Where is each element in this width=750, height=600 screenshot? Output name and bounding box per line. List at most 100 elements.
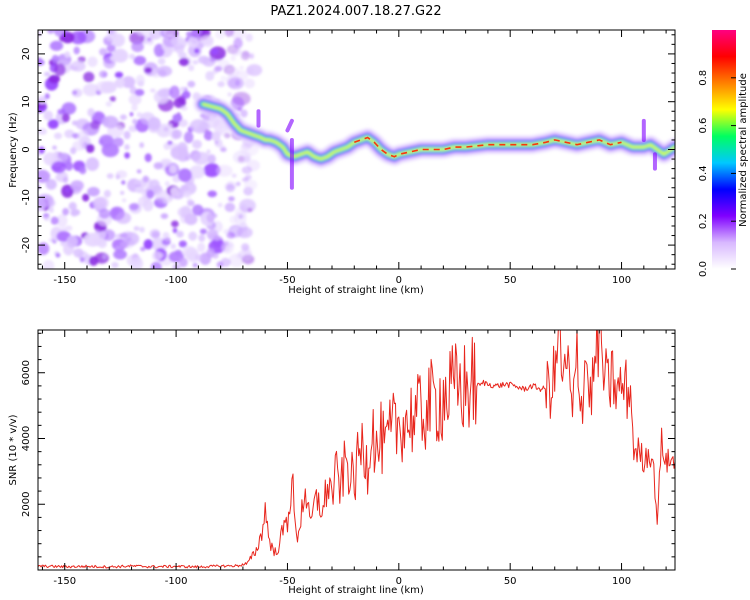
- heatmap-noise-blob: [227, 77, 245, 90]
- heatmap-noise-blob: [186, 31, 193, 37]
- heatmap-noise-blob: [220, 75, 227, 82]
- heatmap-noise-blob: [71, 120, 78, 126]
- heatmap-y-tick-label: 0: [21, 146, 32, 152]
- heatmap-noise-blob: [191, 30, 203, 37]
- heatmap-noise-blob: [64, 51, 71, 58]
- heatmap-noise-blob: [247, 207, 253, 213]
- heatmap-noise-blob: [64, 129, 75, 139]
- heatmap-noise-blob: [192, 60, 199, 65]
- heatmap-noise-blob: [170, 243, 177, 250]
- heatmap-noise-blob: [50, 216, 59, 225]
- heatmap-noise-blob: [153, 198, 164, 207]
- heatmap-noise-blob: [189, 165, 206, 179]
- heatmap-noise-blob: [121, 180, 126, 185]
- heatmap-noise-blob: [129, 112, 134, 117]
- heatmap-noise-blob: [124, 152, 130, 159]
- heatmap-noise-blob: [102, 115, 119, 129]
- heatmap-noise-blob: [200, 35, 214, 46]
- heatmap-noise-blob: [68, 202, 77, 211]
- heatmap-noise-blob: [114, 80, 121, 88]
- colorbar-tick-label: 0.2: [698, 213, 709, 229]
- heatmap-noise-blob: [221, 244, 231, 252]
- heatmap-noise-blob: [233, 37, 243, 49]
- heatmap-noise-blob: [112, 137, 124, 148]
- heatmap-y-tick-label: 10: [21, 95, 32, 108]
- heatmap-noise-blob: [170, 187, 179, 197]
- heatmap-noise-blob: [170, 35, 184, 47]
- heatmap-noise-blob: [102, 254, 107, 260]
- heatmap-noise-blob: [195, 254, 203, 262]
- heatmap-noise-blob: [241, 166, 253, 174]
- heatmap-noise-blob: [105, 101, 113, 107]
- heatmap-noise-blob: [187, 251, 199, 263]
- heatmap-noise-blob: [162, 232, 170, 239]
- heatmap-noise-blob: [106, 173, 114, 179]
- heatmap-noise-blob: [136, 112, 142, 118]
- heatmap-noise-blob: [129, 53, 136, 60]
- snr-x-tick-label: -100: [165, 576, 188, 587]
- heatmap-noise-blob: [230, 55, 236, 61]
- heatmap-noise-blob: [178, 240, 187, 248]
- heatmap-noise-blob: [45, 179, 57, 190]
- heatmap-noise-blob: [114, 233, 122, 239]
- heatmap-x-tick-label: -100: [165, 275, 188, 286]
- heatmap-noise-blob: [52, 145, 57, 150]
- heatmap-noise-blob: [146, 189, 155, 199]
- heatmap-noise-blob: [133, 226, 140, 231]
- heatmap-ridge: [193, 95, 675, 190]
- heatmap-noise-blob: [98, 208, 110, 219]
- heatmap-ridge-glow: [193, 95, 675, 169]
- heatmap-noise-blob: [178, 57, 190, 67]
- heatmap-noise-blob: [123, 130, 131, 140]
- heatmap-noise-blob: [171, 129, 183, 139]
- heatmap-x-tick-label: 50: [504, 275, 517, 286]
- heatmap-noise-blob: [192, 139, 202, 149]
- heatmap-noise-blob: [132, 118, 138, 125]
- heatmap-noise-blob: [203, 163, 221, 178]
- heatmap-noise-blob: [70, 30, 87, 45]
- heatmap-noise-blob: [249, 53, 255, 59]
- heatmap-x-axis-label: Height of straight line (km): [288, 285, 424, 296]
- heatmap-noise-blob: [240, 142, 259, 157]
- heatmap-noise-blob: [170, 145, 189, 160]
- snr-y-axis: 2000 4000 6000: [21, 332, 675, 571]
- snr-x-axis-label: Height of straight line (km): [288, 585, 424, 596]
- heatmap-noise-blob: [203, 130, 214, 141]
- heatmap-noise-blob: [142, 199, 154, 212]
- heatmap-noise-blob: [120, 114, 127, 120]
- heatmap-noise-blob: [44, 71, 51, 77]
- heatmap-noise-blob: [225, 184, 235, 193]
- figure-title: PAZ1.2024.007.18.27.G22: [270, 4, 441, 19]
- heatmap-noise-blob: [167, 140, 173, 145]
- heatmap-noise-field: [38, 30, 263, 269]
- heatmap-noise-blob: [209, 115, 215, 122]
- heatmap-noise-blob: [160, 158, 172, 167]
- heatmap-noise-blob: [38, 146, 45, 154]
- heatmap-noise-blob: [53, 132, 63, 140]
- heatmap-noise-blob: [51, 54, 59, 64]
- heatmap-noise-blob: [207, 190, 217, 198]
- heatmap-noise-blob: [224, 30, 234, 37]
- heatmap-noise-blob: [135, 30, 151, 36]
- heatmap-noise-blob: [112, 48, 129, 63]
- heatmap-noise-blob: [79, 257, 85, 263]
- heatmap-noise-blob: [181, 90, 191, 99]
- heatmap-noise-blob: [140, 246, 146, 252]
- heatmap-noise-blob: [178, 119, 188, 128]
- heatmap-noise-blob: [55, 173, 66, 182]
- heatmap-noise-blob: [49, 40, 64, 51]
- heatmap-noise-blob: [205, 71, 215, 81]
- heatmap-noise-blob: [105, 33, 116, 42]
- heatmap-y-tick-label: 20: [21, 48, 32, 61]
- heatmap-noise-blob: [240, 50, 250, 61]
- heatmap-noise-blob: [206, 229, 219, 240]
- heatmap-noise-blob: [87, 186, 100, 197]
- heatmap-noise-blob: [72, 90, 78, 95]
- heatmap-noise-blob: [160, 213, 169, 220]
- heatmap-noise-blob: [72, 61, 78, 67]
- heatmap-noise-blob: [60, 227, 68, 232]
- heatmap-noise-blob: [56, 214, 68, 228]
- heatmap-noise-blob: [83, 71, 95, 83]
- heatmap-noise-blob: [62, 208, 69, 216]
- heatmap-noise-blob: [172, 227, 178, 234]
